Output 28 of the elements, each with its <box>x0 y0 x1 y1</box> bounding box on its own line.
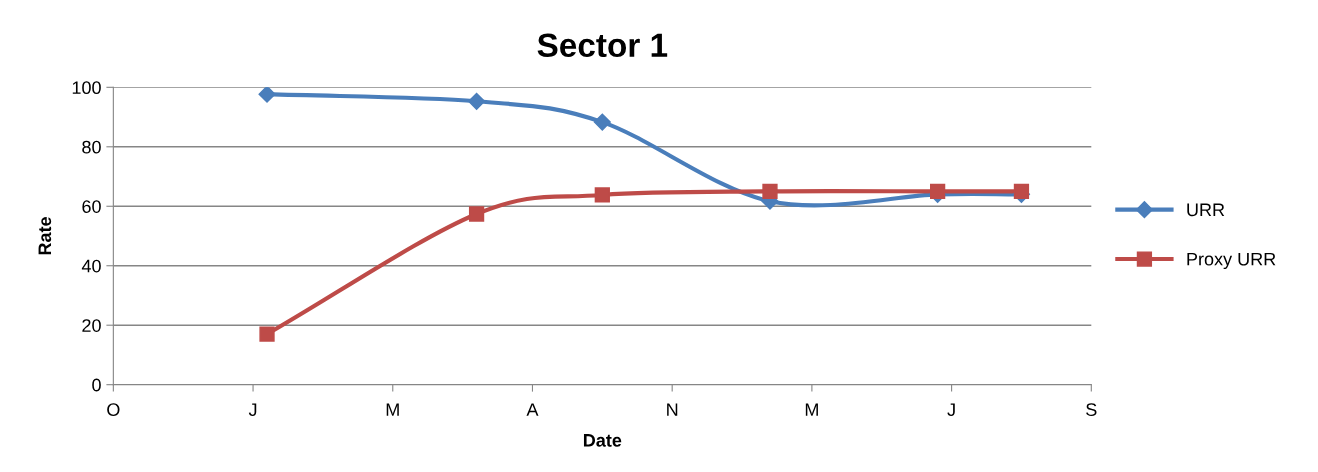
x-axis-title: Date <box>583 434 622 447</box>
point <box>762 183 778 200</box>
point <box>593 113 611 131</box>
x-tick-label: O <box>107 403 120 416</box>
y-tick-label: 80 <box>82 140 101 154</box>
x-tick-label: A <box>526 403 539 416</box>
y-tick-label: 100 <box>72 81 101 95</box>
point <box>468 92 486 110</box>
x-tick-label: M <box>386 403 399 416</box>
point <box>259 326 275 342</box>
y-tick-label: 40 <box>81 259 101 273</box>
y-tick-label: 0 <box>92 378 101 392</box>
y-axis-title: Rate <box>38 217 52 255</box>
chart-title: Sector 1 <box>537 33 668 58</box>
point <box>468 206 485 222</box>
legend-label: Proxy URR <box>1187 252 1276 270</box>
x-tick-label: N <box>667 403 678 416</box>
x-tick-label: S <box>1086 403 1097 416</box>
point <box>1013 183 1030 200</box>
x-tick-label: J <box>248 403 257 416</box>
legend-label: URR <box>1187 203 1225 217</box>
point <box>594 187 610 203</box>
y-tick-label: 20 <box>82 319 101 332</box>
x-tick-label: J <box>947 403 955 416</box>
point <box>929 183 946 200</box>
x-tick-label: M <box>805 403 818 416</box>
point <box>258 87 276 103</box>
y-tick-label: 60 <box>82 200 101 213</box>
